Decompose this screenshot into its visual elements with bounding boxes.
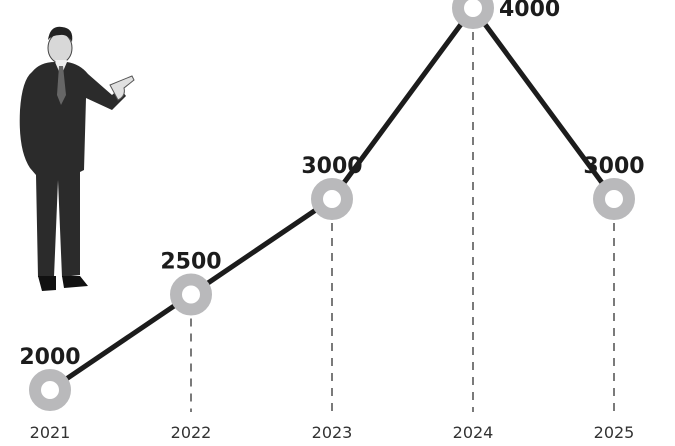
- marker: [170, 273, 212, 316]
- x-tick-label: 2021: [30, 423, 71, 442]
- x-tick-label: 2025: [594, 423, 635, 442]
- value-label: 2000: [19, 345, 80, 370]
- businessman-illustration: [19, 26, 135, 291]
- value-label: 4000: [499, 0, 560, 22]
- marker: [593, 178, 635, 220]
- marker: [311, 178, 353, 220]
- value-label: 2500: [160, 250, 221, 275]
- marker: [29, 369, 71, 411]
- x-tick-label: 2023: [312, 423, 353, 442]
- x-tick-label: 2024: [453, 423, 494, 442]
- value-label: 3000: [301, 154, 362, 179]
- value-label: 3000: [583, 154, 644, 179]
- marker: [452, 0, 494, 29]
- x-tick-label: 2022: [171, 423, 212, 442]
